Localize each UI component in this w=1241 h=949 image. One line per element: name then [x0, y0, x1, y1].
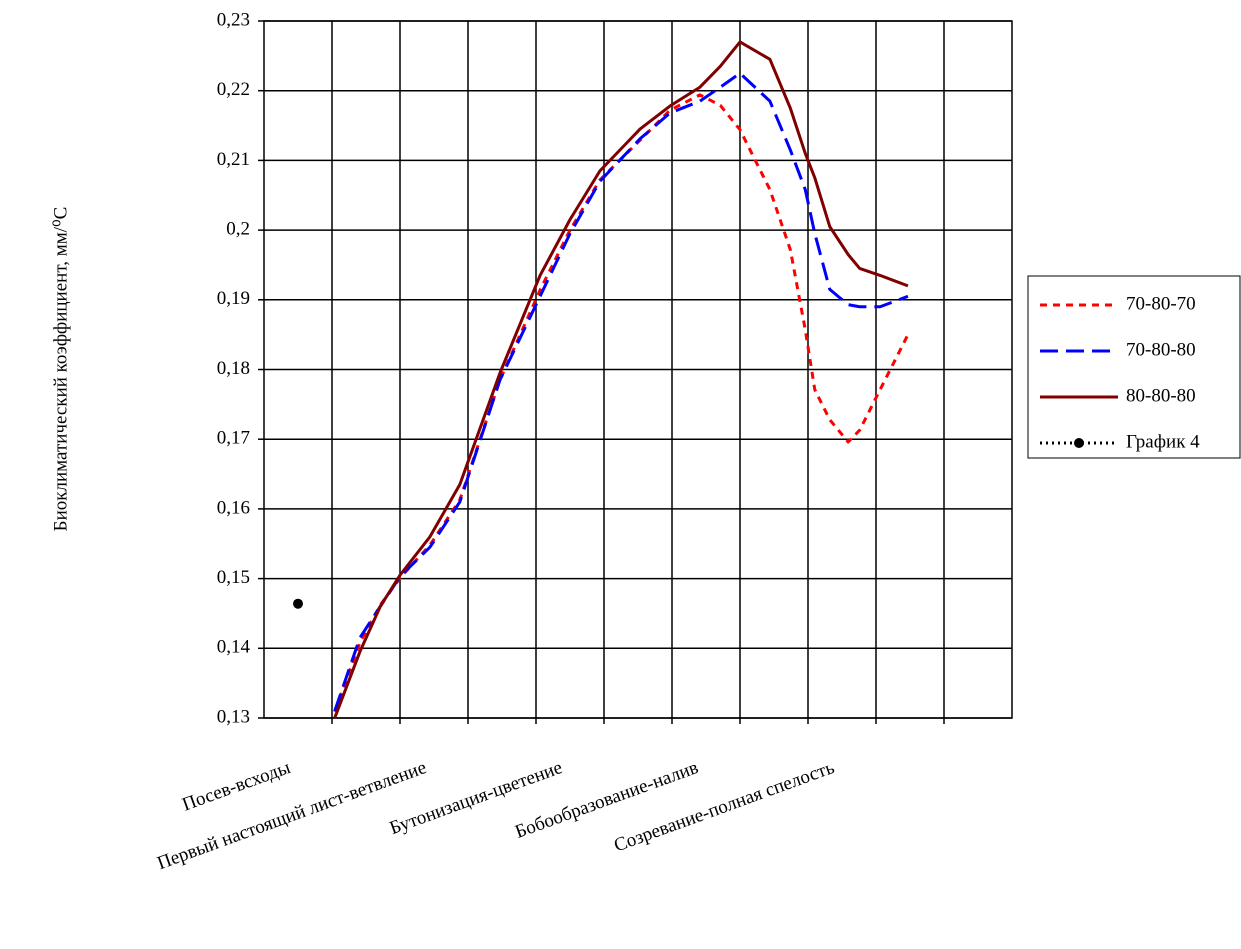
y-tick-label: 0,14: [217, 637, 251, 658]
y-tick-label: 0,22: [217, 79, 250, 100]
y-axis-label: Биоклиматический коэффициент, мм/⁰С: [50, 207, 71, 532]
plot-frame: [263, 20, 1013, 719]
y-tick-label: 0,2: [226, 218, 250, 239]
legend-label: 70-80-70: [1126, 293, 1196, 314]
y-tick-label: 0,16: [217, 497, 250, 518]
y-tick-label: 0,18: [217, 358, 250, 379]
line-series: [333, 71, 909, 712]
y-tick-label: 0,15: [217, 567, 250, 588]
line-series: [333, 93, 910, 713]
line-series: [333, 40, 909, 719]
legend-label: График 4: [1126, 431, 1200, 452]
y-tick-label: 0,19: [217, 288, 250, 309]
x-tick-label: Посев-всходы: [180, 757, 294, 816]
legend-label: 80-80-80: [1126, 385, 1196, 406]
x-tick-label: Созревание-полная спелость: [611, 757, 837, 856]
legend-box: [1027, 275, 1241, 459]
y-tick-label: 0,17: [217, 428, 250, 449]
y-tick-label: 0,13: [217, 706, 250, 727]
y-tick-label: 0,23: [217, 9, 250, 30]
y-tick-label: 0,21: [217, 149, 250, 170]
legend-label: 70-80-80: [1126, 339, 1196, 360]
point: [293, 598, 303, 609]
legend-marker: [1074, 438, 1084, 448]
